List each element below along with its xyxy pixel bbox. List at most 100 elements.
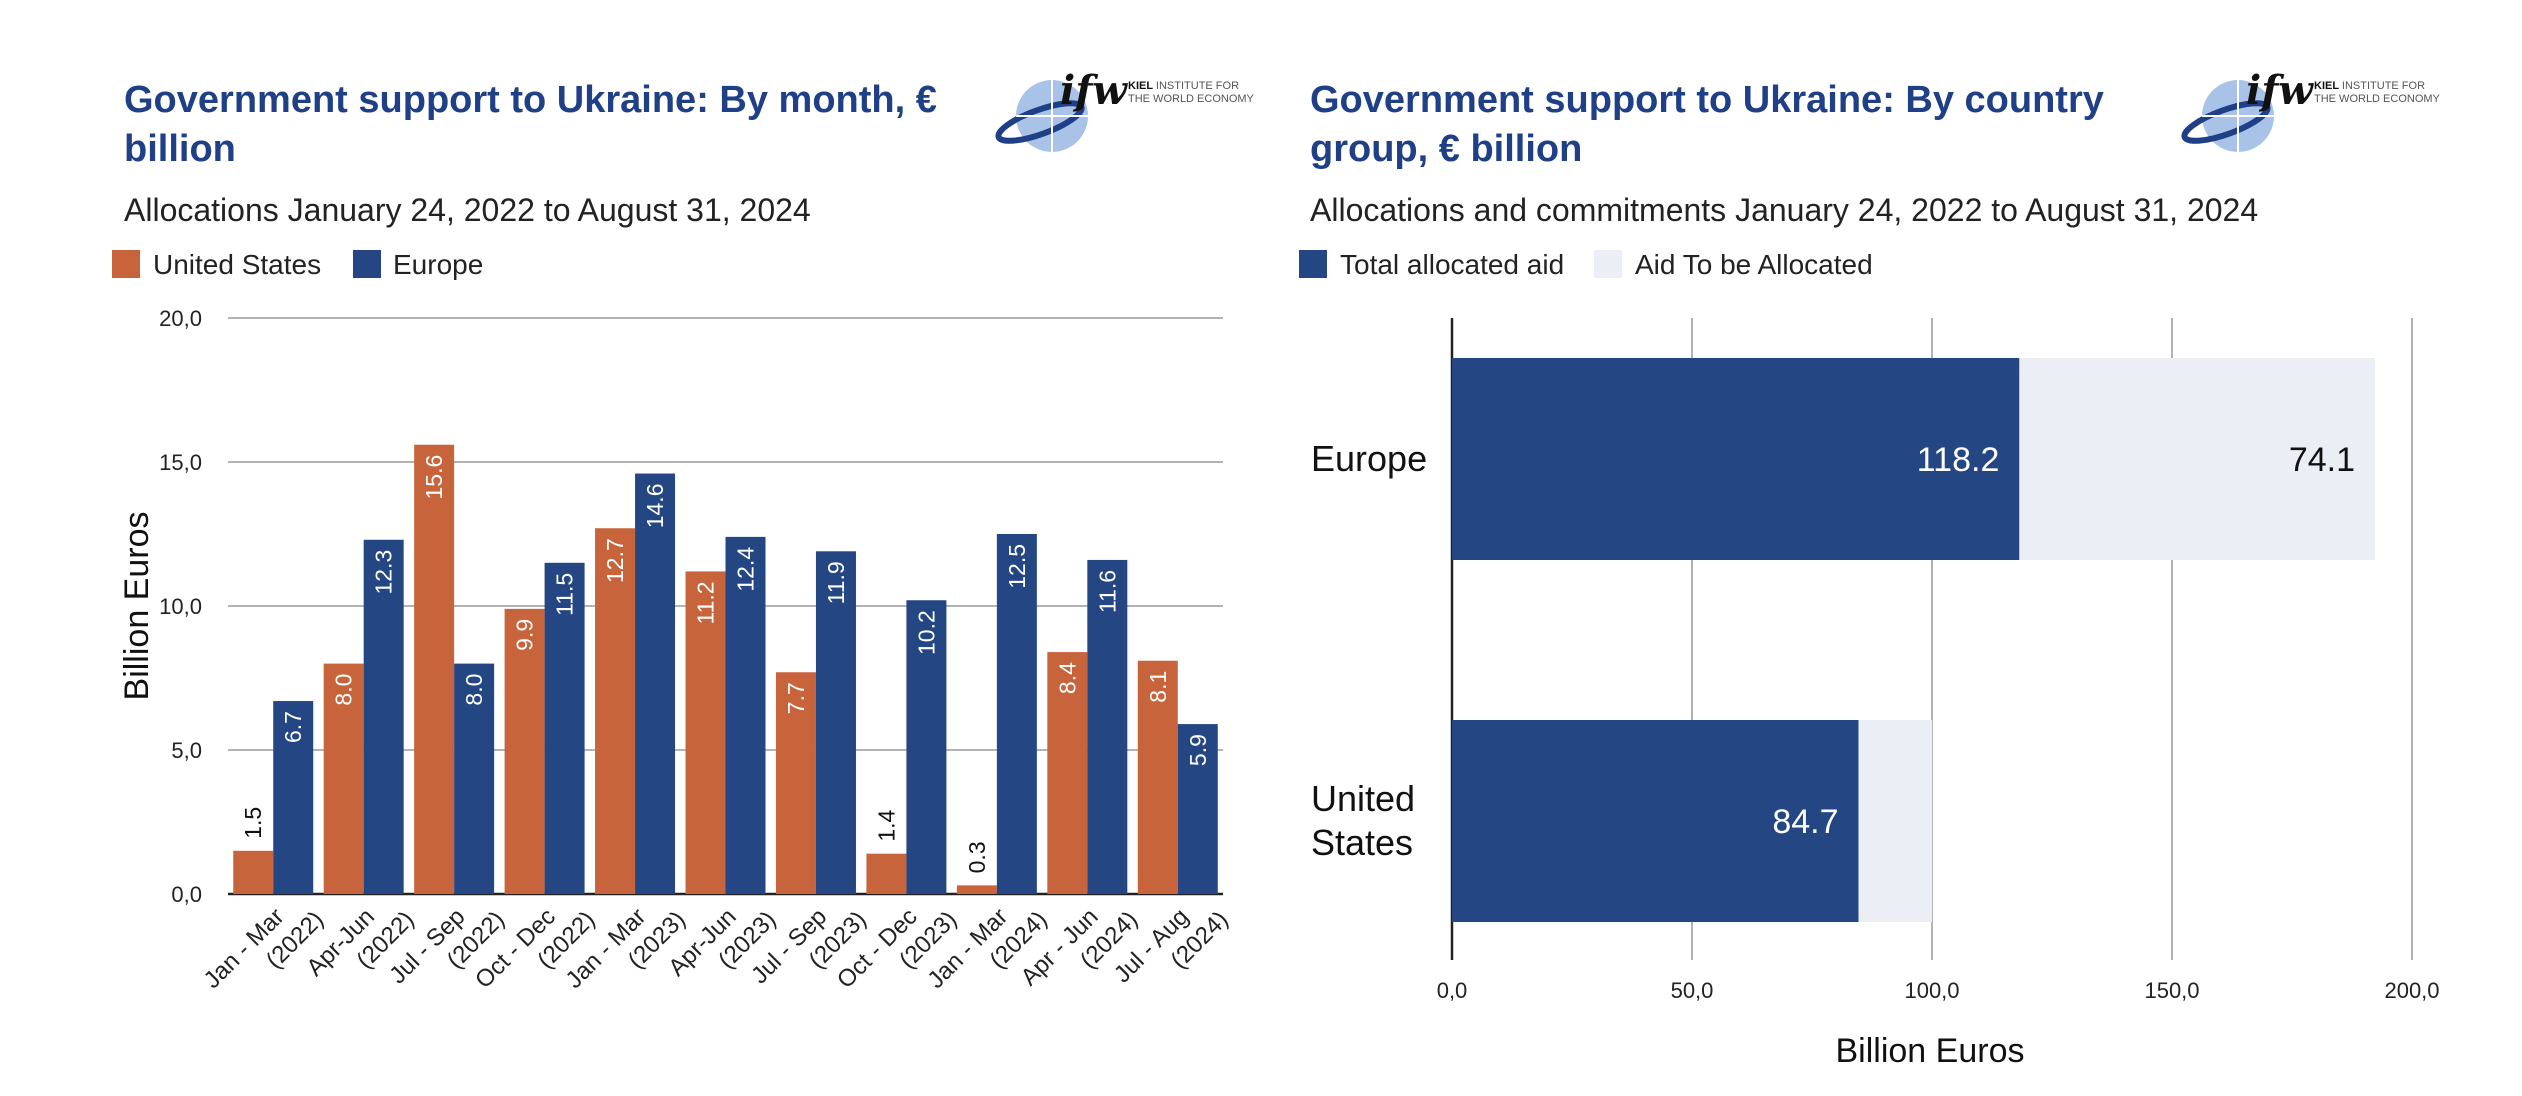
y-tick-label: 15,0 [159, 450, 202, 475]
bar-value-label: 1.5 [240, 807, 266, 839]
legend-label-total-allocated-aid: Total allocated aid [1340, 249, 1564, 280]
globe-icon [2181, 80, 2274, 152]
logo-caption-line-1: KIEL INSTITUTE FOR [1128, 80, 1239, 92]
left-chart-title-line-1: Government support to Ukraine: By month,… [124, 79, 937, 121]
bar-value-label: 11.2 [693, 581, 719, 624]
x-tick-label: 0,0 [1437, 978, 1468, 1003]
bar-europe [273, 701, 314, 894]
left-chart-subtitle: Allocations January 24, 2022 to August 3… [124, 192, 811, 228]
bar-value-label: 7.7 [783, 682, 809, 714]
bar-value-label: 0.3 [964, 841, 990, 873]
bar-aid-to-be-allocated [2019, 358, 2376, 560]
logo-caption-rest: INSTITUTE FOR [2342, 80, 2425, 92]
x-category-label: Jan - Mar(2024) [922, 885, 1052, 1015]
logo-caption-bold: KIEL [1128, 80, 1156, 92]
x-category-label: Jan - Mar(2023) [561, 885, 691, 1015]
bar-europe [363, 539, 404, 894]
bar-europe [635, 473, 676, 894]
bar-europe [544, 562, 585, 894]
category-label: United States [1311, 778, 1415, 863]
logo-caption-bold: KIEL [2314, 80, 2342, 92]
right-chart-x-axis-label: Billion Euros [1836, 1032, 2025, 1070]
bar-total-allocated-aid [1452, 720, 1859, 922]
bar-united-states [504, 608, 545, 894]
bar-value-label: 74.1 [2289, 441, 2355, 479]
bar-united-states [775, 672, 816, 894]
bar-united-states [1047, 652, 1088, 894]
legend-label-europe: Europe [393, 249, 483, 280]
bar-value-label: 12.5 [1004, 544, 1030, 589]
bar-value-label: 12.7 [602, 538, 628, 583]
left-chart-legend: United States Europe [112, 249, 483, 280]
y-tick-label: 10,0 [159, 594, 202, 619]
right-chart-subtitle: Allocations and commitments January 24, … [1310, 192, 2258, 228]
bar-value-label: 14.6 [642, 484, 668, 529]
bar-value-label: 8.1 [1145, 671, 1171, 703]
bar-united-states [233, 850, 274, 894]
bar-value-label: 11.9 [823, 561, 849, 604]
category-label: Europe [1311, 438, 1427, 479]
x-tick-label: 150,0 [2144, 978, 2199, 1003]
right-chart-legend: Total allocated aid Aid To be Allocated [1299, 249, 1873, 280]
logo-mark: ifw [2246, 67, 2314, 114]
legend-swatch-aid-to-be-allocated [1594, 250, 1622, 278]
bar-value-label: 5.9 [1185, 734, 1211, 766]
globe-orbit [995, 100, 1085, 144]
bar-europe [996, 534, 1037, 894]
bar-europe [1177, 724, 1218, 894]
y-tick-label: 5,0 [171, 738, 202, 763]
bar-value-label: 12.3 [371, 550, 397, 595]
category-label-line: States [1311, 822, 1413, 863]
legend-swatch-united-states [112, 250, 140, 278]
bar-united-states [595, 528, 636, 894]
bar-value-label: 10.2 [913, 610, 939, 655]
logo-caption-rest: INSTITUTE FOR [1156, 80, 1239, 92]
bar-europe [815, 551, 856, 894]
x-category-label: Oct - Dec(2023) [832, 885, 962, 1015]
y-tick-label: 20,0 [159, 306, 202, 331]
logo-caption-line-1: KIEL INSTITUTE FOR [2314, 80, 2425, 92]
legend-swatch-total-allocated-aid [1299, 250, 1327, 278]
x-category-label: Jul - Aug(2024) [1109, 885, 1234, 1010]
left-chart-x-labels: Jan - Mar(2022)Apr-Jun(2022)Jul - Sep(20… [199, 885, 1234, 1015]
bar-united-states [866, 853, 907, 894]
bar-united-states [1137, 660, 1178, 894]
left-chart-bars: 1.5 8.0 15.6 9.9 12.7 11.2 7.7 1.4 0.3 8.4 8.1 6.7 1… [233, 444, 1218, 894]
bar-total-allocated-aid [1452, 358, 2020, 560]
bar-europe [725, 536, 766, 894]
category-label-line: Europe [1311, 438, 1427, 479]
globe-icon [995, 80, 1088, 152]
bar-value-label: 1.4 [873, 809, 899, 841]
x-category-label: Apr - Jun(2024) [1016, 885, 1144, 1013]
bar-value-label: 118.2 [1917, 441, 2000, 479]
bar-value-label: 11.5 [552, 573, 578, 616]
bar-united-states [414, 444, 455, 894]
right-chart-title-line-1: Government support to Ukraine: By countr… [1310, 79, 2104, 121]
globe-orbit [2181, 100, 2271, 144]
bar-united-states [323, 663, 364, 894]
logo-mark: ifw [1060, 67, 1128, 114]
x-category-label: Jan - Mar(2022) [199, 885, 329, 1015]
left-chart-title-line-2: billion [124, 128, 236, 170]
x-tick-label: 200,0 [2384, 978, 2439, 1003]
category-label-line: United [1311, 778, 1415, 819]
logo-caption-line-2: THE WORLD ECONOMY [2314, 93, 2441, 105]
y-tick-label: 0,0 [171, 882, 202, 907]
legend-label-united-states: United States [153, 249, 321, 280]
bar-value-label: 12.4 [733, 547, 759, 592]
bar-value-label: 8.4 [1054, 662, 1080, 694]
right-chart-category-labels: Europe United States [1311, 438, 1427, 863]
right-chart-bars: 118.2 74.1 84.7 [1452, 358, 2376, 922]
bar-value-label: 8.0 [461, 674, 487, 706]
bar-value-label: 8.0 [331, 674, 357, 706]
legend-label-aid-to-be-allocated: Aid To be Allocated [1635, 249, 1873, 280]
legend-swatch-europe [353, 250, 381, 278]
bar-europe [906, 600, 947, 894]
right-chart: Government support to Ukraine: By countr… [1299, 79, 2440, 1070]
bar-europe [1087, 559, 1128, 894]
x-category-label: Oct - Dec(2022) [470, 885, 600, 1015]
right-chart-title-line-2: group, € billion [1310, 128, 1582, 170]
